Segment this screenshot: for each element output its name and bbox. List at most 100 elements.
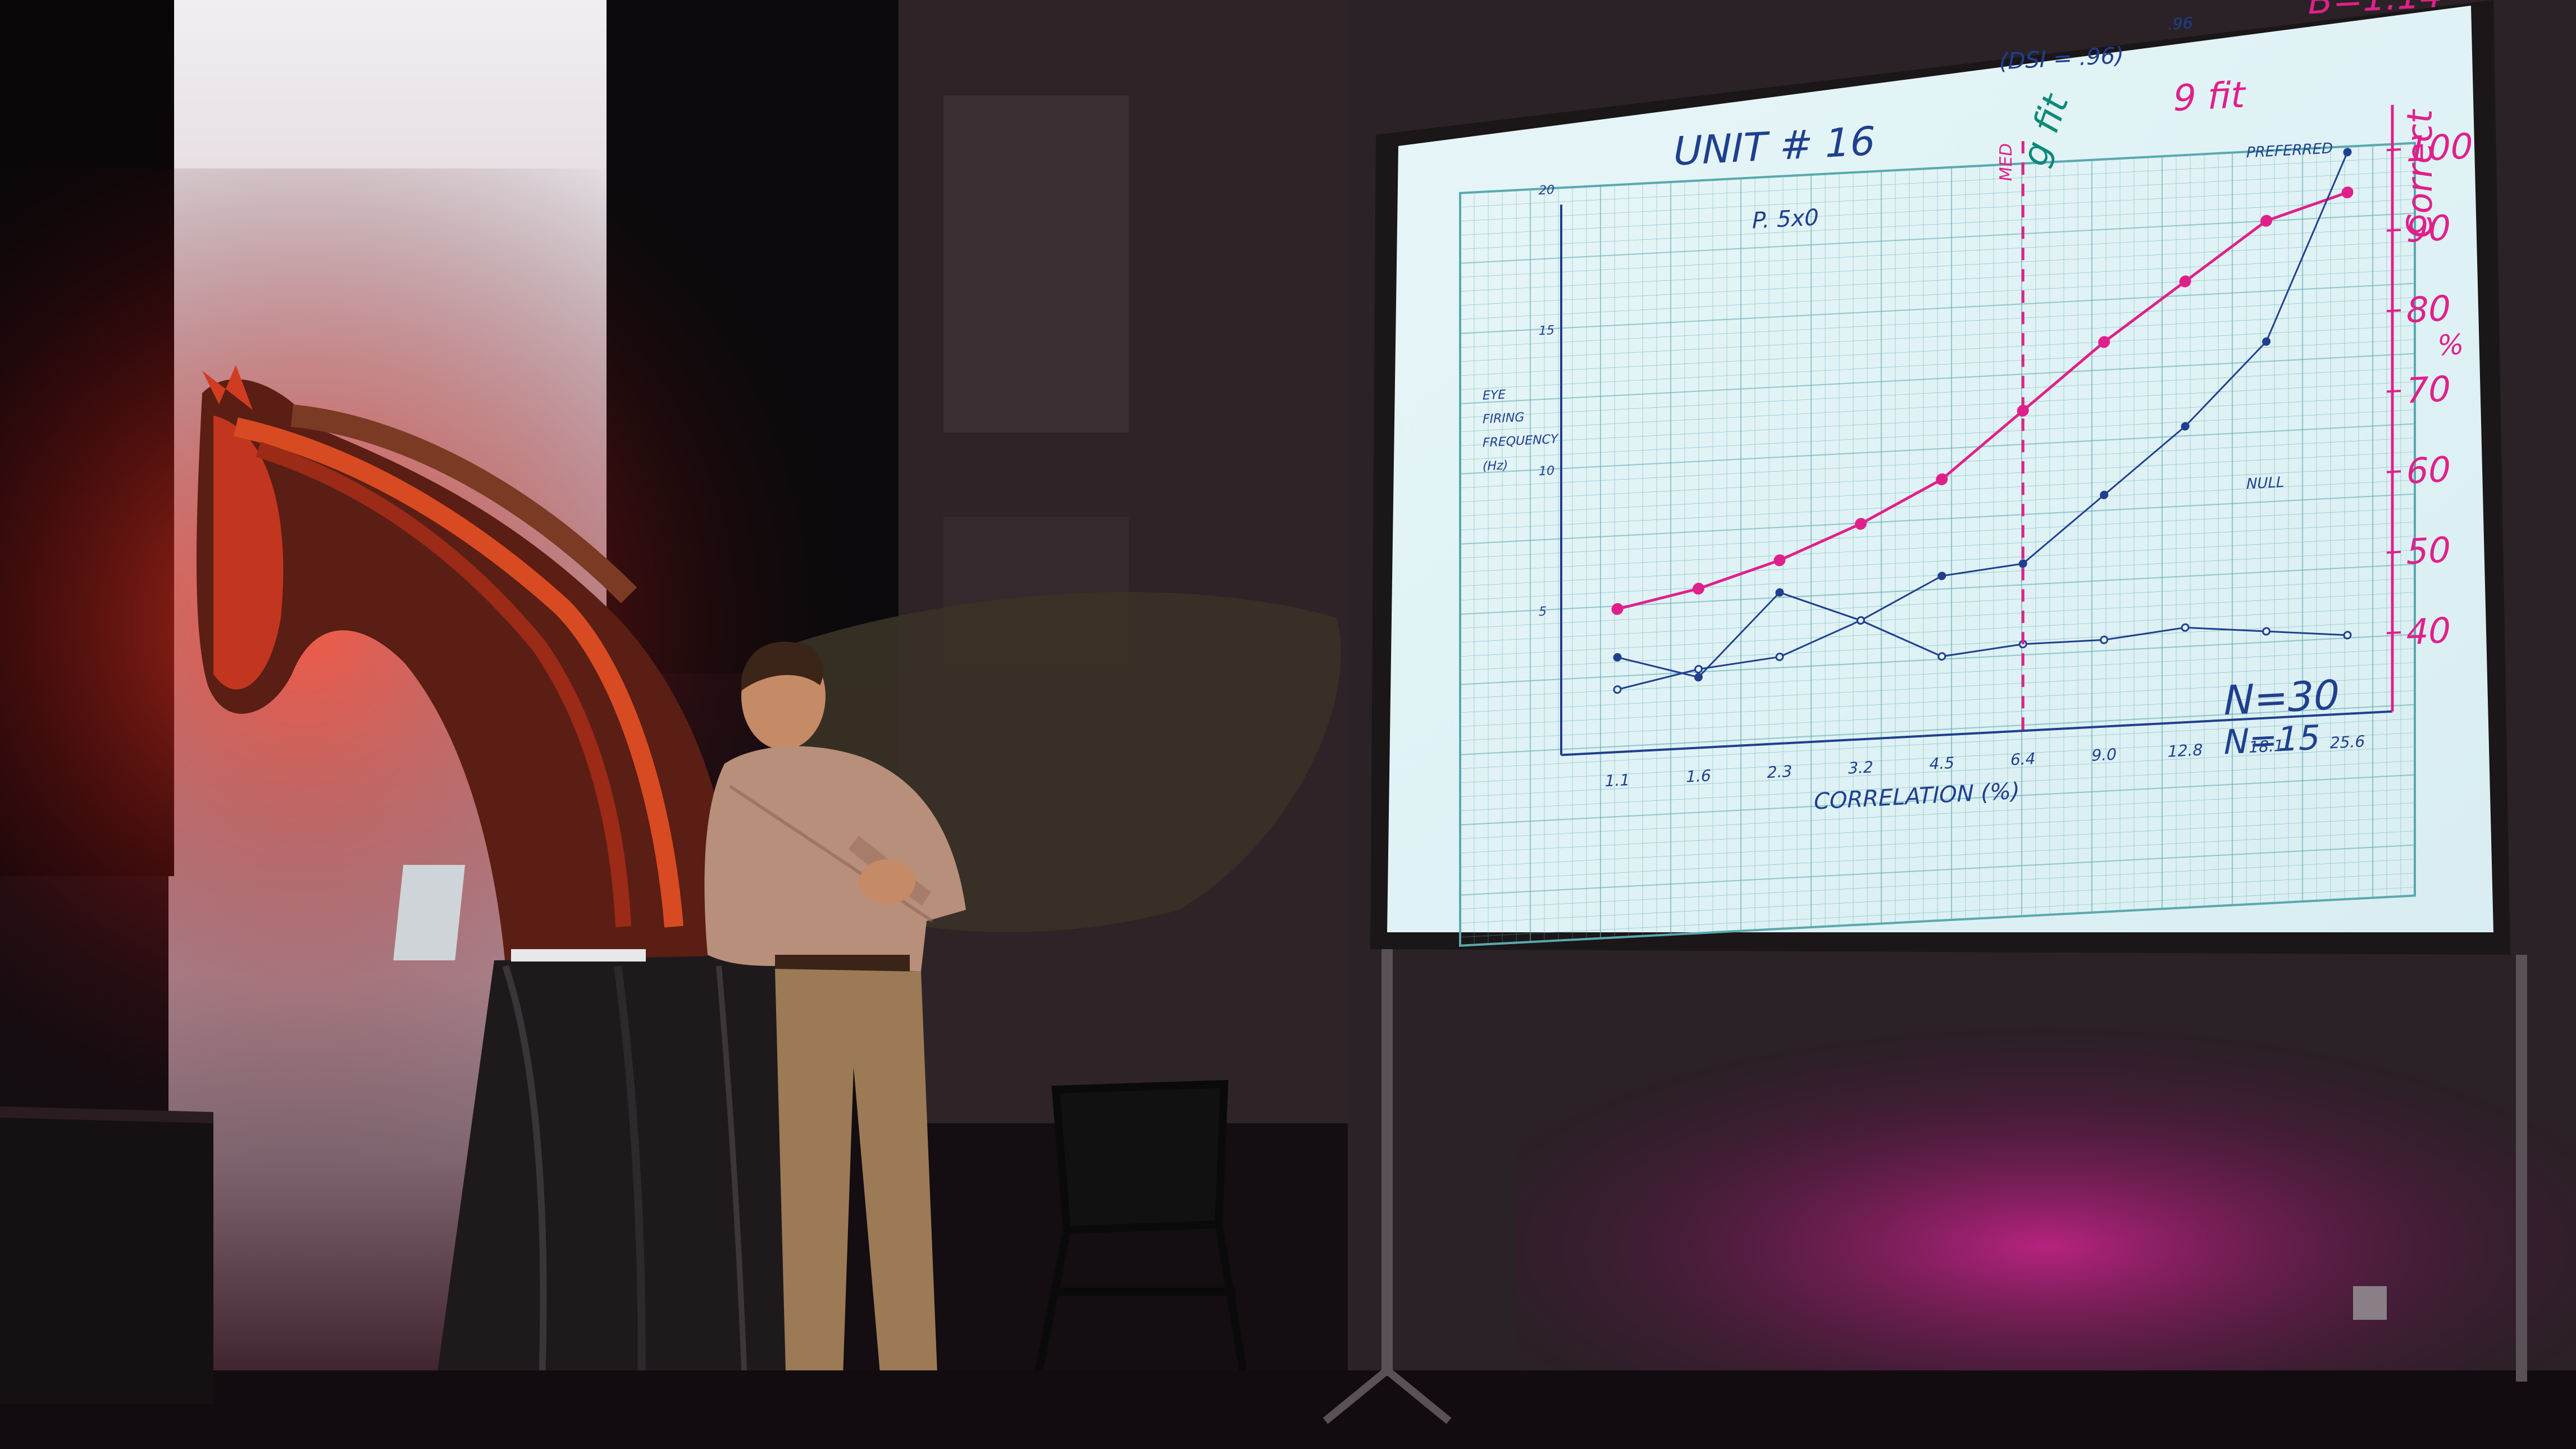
x-tick-label: 25.6 [2330, 732, 2365, 752]
y-axis-label-line: (Hz) [1483, 458, 1508, 473]
grid-line-h [1460, 859, 2415, 910]
magenta-wall-wash [1516, 1011, 2576, 1404]
grid-line-h [1460, 311, 2415, 362]
right-tick-label: 60 [2406, 449, 2451, 492]
series-point-2 [2100, 635, 2109, 644]
right-tick-label: 40 [2406, 609, 2451, 653]
right-tick [2387, 470, 2401, 473]
series-point-1 [2262, 337, 2271, 346]
grid-line-h [1460, 732, 2415, 783]
dsi-extra-annotation: .96 [2168, 13, 2193, 33]
grid-line-h [1460, 620, 2415, 671]
screen-stand [1382, 949, 1393, 1376]
correct-axis-label: Correct [2399, 107, 2440, 239]
x-tick-label: 2.3 [1767, 762, 1793, 782]
series-point-0 [2098, 336, 2110, 348]
right-tick-label: 50 [2406, 529, 2451, 572]
series-point-2 [1694, 664, 1703, 674]
grid-line-h [1460, 817, 2415, 868]
right-tick-label: 90 [2406, 207, 2451, 250]
n30-label: N=30 [2224, 671, 2340, 724]
grid-line-h [1460, 480, 2415, 531]
grid-line-h [1460, 746, 2415, 798]
grid-line-h [1460, 522, 2415, 573]
p-label: P. 5x0 [1752, 204, 1819, 234]
series-point-1 [2181, 422, 2190, 431]
series-point-2 [2343, 631, 2352, 640]
grid-line-h [1460, 536, 2415, 587]
grid-line-h [1460, 466, 2415, 517]
grid-line-h [1460, 550, 2415, 601]
right-tick [2387, 550, 2401, 554]
series-line-0 [1617, 191, 2348, 610]
right-tick-label: 70 [2406, 368, 2451, 411]
grid-line-h [1460, 353, 2415, 404]
x-tick-label: 1.6 [1686, 766, 1711, 786]
series-line-1 [1617, 152, 2349, 678]
speaker-shirt [704, 746, 966, 972]
grid-line-h [1460, 662, 2415, 713]
grid-line-h [1460, 704, 2415, 755]
grid-line-h [1460, 803, 2415, 854]
screen-stand-right [2516, 955, 2527, 1382]
grid-line-h [1460, 718, 2415, 769]
projector-screen [1323, 0, 2527, 1424]
series-point-0 [1692, 582, 1704, 595]
series-point-1 [1937, 571, 1946, 580]
grid-line-h [1460, 789, 2415, 840]
grid-line-h [1460, 831, 2415, 882]
series-point-0 [1854, 518, 1867, 530]
stage-floor [0, 1370, 2576, 1449]
grid-line-h [1460, 493, 2415, 545]
grid-line-h [1460, 409, 2415, 461]
series-point-0 [2260, 215, 2273, 227]
grid-line-h [1460, 297, 2415, 348]
grid-line-h [1460, 887, 2415, 938]
left-tick-label: 20 [1539, 183, 1554, 198]
series-point-2 [1937, 652, 1946, 661]
series-point-2 [1775, 653, 1784, 662]
speaker-person [704, 641, 966, 1416]
series-point-2 [1613, 685, 1622, 694]
x-tick-label: 9.0 [2091, 745, 2117, 764]
left-tick-label: 15 [1539, 323, 1554, 338]
laptop-base [511, 949, 646, 962]
series-point-1 [2100, 490, 2109, 499]
right-tick [2387, 631, 2401, 635]
x-tick-label: 4.5 [1930, 754, 1955, 773]
speaker-pants [775, 969, 938, 1393]
series-point-0 [2341, 186, 2354, 199]
grid-line-h [1460, 381, 2415, 432]
series-point-2 [2181, 623, 2190, 632]
grid-line-h [1460, 227, 2415, 278]
grid-line-h [1460, 255, 2415, 306]
right-tick-label: 80 [2406, 288, 2451, 331]
left-speaker-box [0, 1112, 213, 1404]
grid-line-h [1460, 367, 2415, 418]
series-point-1 [1613, 653, 1622, 662]
n15-label: N=15 [2224, 718, 2320, 763]
series-point-2 [2262, 627, 2271, 636]
grid-line-h [1460, 634, 2415, 685]
grid-line-h [1460, 325, 2415, 376]
grid-line-h [1460, 142, 2415, 194]
x-axis [1561, 710, 2392, 757]
series-point-1 [1694, 673, 1703, 682]
series-point-0 [2179, 275, 2191, 288]
grid-line-h [1460, 592, 2415, 643]
series-point-2 [1856, 616, 1865, 625]
grid-line-h [1460, 241, 2415, 292]
wall-outlet [2353, 1286, 2387, 1320]
speaker-belt [775, 955, 910, 972]
series-point-1 [2018, 559, 2027, 568]
series-point-0 [1611, 603, 1624, 615]
series-point-1 [1775, 588, 1784, 597]
grid-line-h [1460, 606, 2415, 657]
grid-line-h [1460, 185, 2415, 236]
series-line-2 [1617, 619, 2348, 691]
grid-line-h [1460, 774, 2415, 826]
percent-label: % [2437, 328, 2464, 362]
chart-title: UNIT # 16 [1674, 118, 1875, 175]
grid-line-h [1460, 690, 2415, 741]
